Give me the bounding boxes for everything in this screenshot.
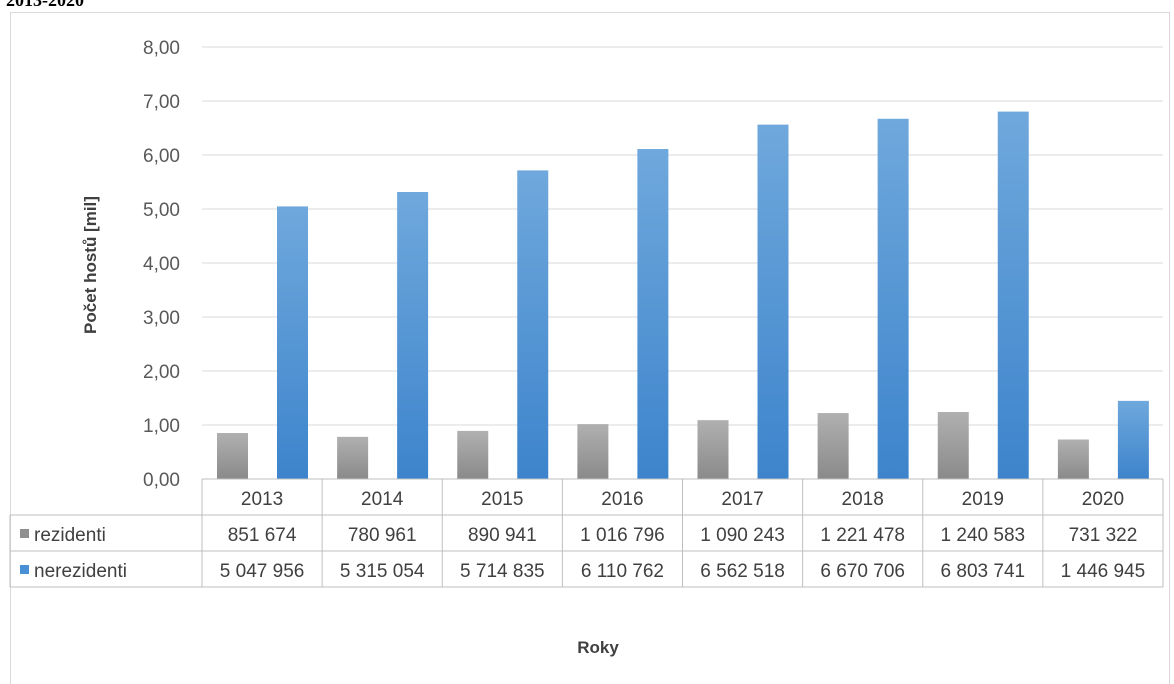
bar-rezidenti-2018 [817, 413, 849, 479]
x-tick-label: 2019 [962, 489, 1004, 510]
x-tick-label: 2016 [601, 489, 643, 510]
bar-nerezidenti-2015 [517, 170, 549, 479]
bar-rezidenti-2016 [577, 424, 609, 479]
table-cell-rezidenti: 1 221 478 [820, 525, 905, 546]
y-tick-label: 6,00 [143, 146, 180, 167]
y-tick-label: 2,00 [143, 362, 180, 383]
y-tick-label: 1,00 [143, 416, 180, 437]
bars [217, 111, 1149, 480]
x-tick-label: 2014 [361, 489, 404, 510]
y-tick-label: 4,00 [143, 254, 180, 275]
data-table: 2013 2014 2015 2016 2017 2018 2019 2020 rezident… [9, 478, 1164, 588]
x-axis-label: Roky [577, 638, 619, 657]
y-tick-label: 0,00 [143, 470, 180, 491]
bar-nerezidenti-2020 [1117, 400, 1149, 479]
bar-rezidenti-2015 [457, 430, 489, 479]
table-cell-nerezidenti: 5 714 835 [460, 561, 545, 582]
bar-rezidenti-2017 [697, 420, 729, 479]
table-cell-nerezidenti: 5 047 956 [220, 561, 305, 582]
bar-rezidenti-2019 [937, 412, 969, 479]
table-cell-nerezidenti: 6 110 762 [581, 561, 664, 582]
table-cell-nerezidenti: 1 446 945 [1061, 561, 1146, 582]
page-heading: 2013-2020 [6, 0, 84, 10]
y-tick-label: 3,00 [143, 308, 180, 329]
table-cell-rezidenti: 780 961 [348, 525, 417, 546]
x-tick-label: 2017 [721, 489, 763, 510]
y-tick-label: 7,00 [143, 92, 180, 113]
bar-nerezidenti-2016 [637, 149, 669, 479]
bar-rezidenti-2013 [217, 433, 248, 479]
legend-label-rezidenti: rezidenti [34, 525, 106, 546]
bar-rezidenti-2014 [337, 436, 369, 479]
x-tick-label: 2015 [481, 489, 523, 510]
legend-swatch-rezidenti [20, 529, 29, 538]
bar-nerezidenti-2019 [997, 111, 1029, 479]
table-cell-nerezidenti: 6 803 741 [941, 561, 1026, 582]
legend-label-nerezidenti: nerezidenti [34, 561, 127, 582]
bar-nerezidenti-2014 [397, 191, 429, 479]
chart-frame [10, 12, 1170, 684]
x-tick-label: 2013 [241, 489, 283, 510]
table-cell-rezidenti: 851 674 [228, 525, 297, 546]
bar-rezidenti-2020 [1057, 439, 1089, 479]
bar-nerezidenti-2018 [877, 118, 909, 480]
x-tick-label: 2018 [842, 489, 884, 510]
y-axis-label: Počet hostů [mil] [81, 196, 100, 334]
x-tick-label: 2020 [1082, 489, 1124, 510]
table-cell-rezidenti: 1 090 243 [700, 525, 785, 546]
table-cell-rezidenti: 1 016 796 [580, 525, 665, 546]
table-cell-nerezidenti: 6 562 518 [700, 561, 785, 582]
table-cell-rezidenti: 731 322 [1069, 525, 1138, 546]
bar-nerezidenti-2013 [277, 206, 308, 479]
table-cell-rezidenti: 890 941 [468, 525, 537, 546]
table-cell-nerezidenti: 5 315 054 [340, 561, 425, 582]
table-cell-rezidenti: 1 240 583 [941, 525, 1026, 546]
y-tick-label: 5,00 [143, 200, 180, 221]
bar-nerezidenti-2017 [757, 124, 789, 480]
y-axis-ticks: 0,00 1,00 2,00 3,00 4,00 5,00 6,00 7,00 8,00 [143, 38, 180, 491]
y-tick-label: 8,00 [143, 38, 180, 59]
legend-swatch-nerezidenti [20, 565, 29, 574]
table-cell-nerezidenti: 6 670 706 [820, 561, 905, 582]
